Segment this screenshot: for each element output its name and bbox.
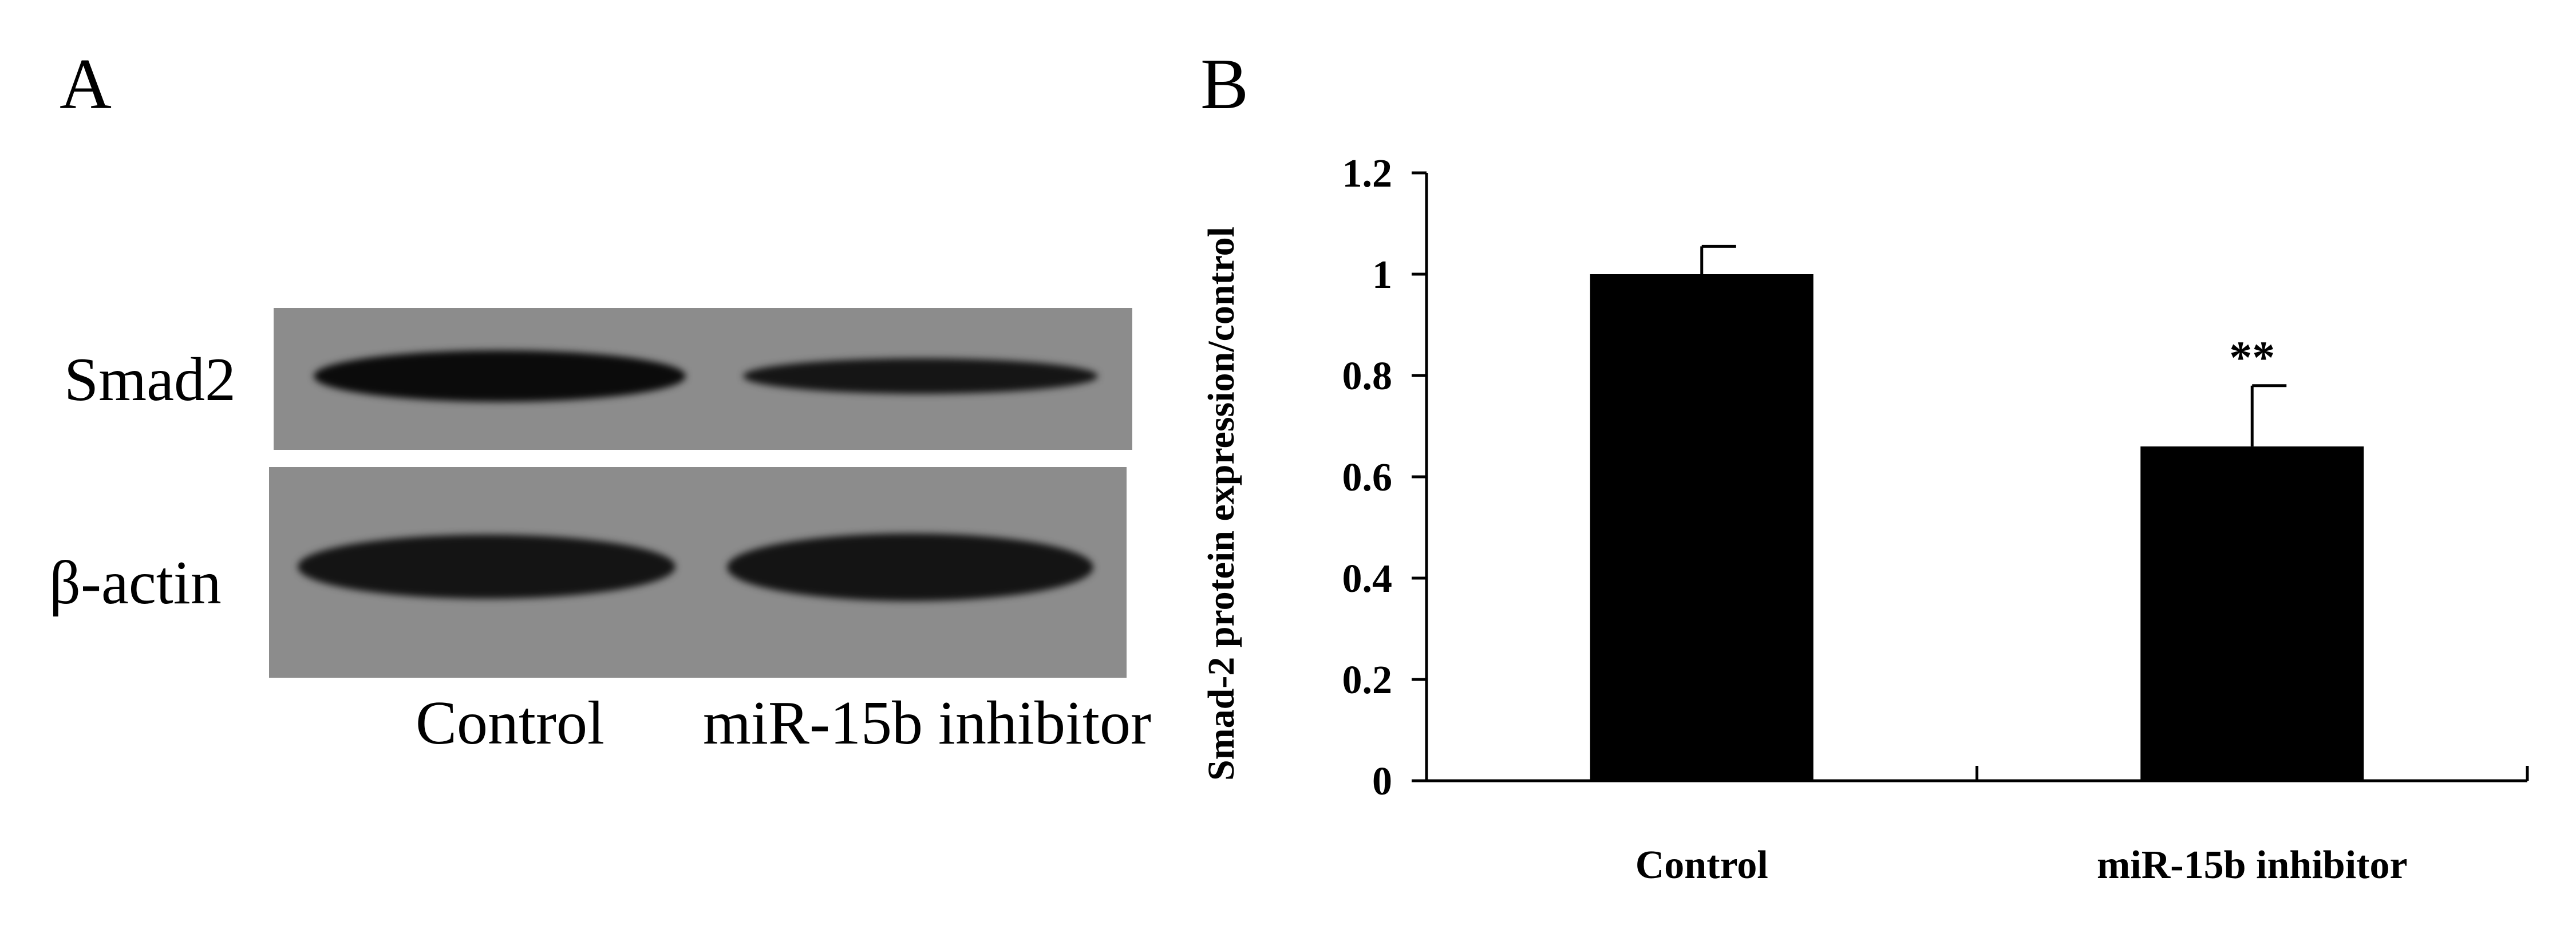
bar — [1590, 274, 1814, 781]
y-tick-label: 0 — [1372, 760, 1392, 804]
significance-label: ** — [2229, 333, 2275, 384]
band-smad2-inhibitor — [743, 358, 1098, 394]
blot-row-label-actin: β-actin — [49, 549, 222, 617]
bar — [2140, 446, 2364, 781]
blot-row-label-smad2: Smad2 — [64, 346, 236, 414]
blot-strip-smad2 — [274, 308, 1132, 450]
x-axis: Control miR-15b inhibitor — [1427, 766, 2529, 887]
panel-a-letter: A — [60, 45, 112, 124]
band-actin-inhibitor — [727, 533, 1093, 601]
bars: ** — [1590, 244, 2364, 781]
y-tick-label: 1 — [1372, 253, 1392, 297]
y-axis: 0 0.2 0.4 0.6 0.8 1 1.2 — [1342, 152, 1428, 804]
y-tick-label: 1.2 — [1342, 152, 1393, 196]
panel-b-letter: B — [1200, 45, 1249, 124]
y-tick-label: 0.4 — [1342, 557, 1393, 601]
x-category-label: Control — [1635, 843, 1768, 887]
blot-strip-actin — [269, 467, 1127, 678]
y-axis-title: Smad-2 protein expression/control — [1200, 227, 1242, 781]
y-tick-label: 0.6 — [1342, 456, 1393, 500]
lane-label-control: Control — [416, 689, 605, 757]
y-tick-label: 0.2 — [1342, 658, 1393, 702]
x-category-label: miR-15b inhibitor — [2097, 843, 2408, 887]
y-tick-label: 0.8 — [1342, 354, 1393, 398]
band-actin-control — [298, 535, 675, 599]
band-smad2-control — [314, 350, 686, 402]
lane-label-inhibitor: miR-15b inhibitor — [703, 689, 1151, 757]
